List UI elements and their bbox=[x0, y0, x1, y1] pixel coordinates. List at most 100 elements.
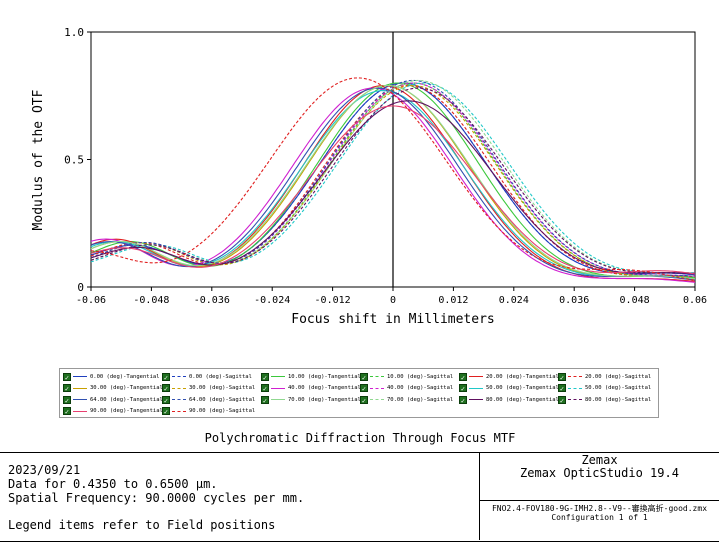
x-tick-label: 0 bbox=[390, 295, 396, 306]
legend-label: 50.00 (deg)-Tangential bbox=[486, 385, 559, 391]
legend-note: Legend items refer to Field positions bbox=[8, 518, 276, 532]
checkbox-icon[interactable]: ✓ bbox=[459, 395, 467, 405]
legend-swatch bbox=[370, 376, 384, 377]
checkbox-icon[interactable]: ✓ bbox=[162, 407, 170, 416]
info-divider bbox=[479, 500, 719, 501]
y-tick-label: 1.0 bbox=[64, 26, 84, 39]
legend-item[interactable]: ✓ 90.00 (deg)-Tangential bbox=[63, 406, 163, 417]
legend-item[interactable]: ✓ 30.00 (deg)-Sagittal bbox=[162, 383, 255, 394]
x-tick-label: -0.06 bbox=[76, 295, 106, 306]
lens-filename: FNO2.4-FOV180-9G-IMH2.8--V9--審換高折-good.z… bbox=[491, 504, 708, 513]
y-tick-label: 0 bbox=[77, 281, 84, 294]
checkbox-icon[interactable]: ✓ bbox=[558, 395, 566, 405]
checkbox-icon[interactable]: ✓ bbox=[162, 384, 170, 393]
legend-item[interactable]: ✓ 20.00 (deg)-Tangential bbox=[459, 371, 559, 382]
legend-label: 10.00 (deg)-Tangential bbox=[288, 373, 361, 380]
legend-label: 64.00 (deg)-Tangential bbox=[90, 396, 163, 403]
legend-item[interactable]: ✓ 30.00 (deg)-Tangential bbox=[63, 383, 163, 394]
legend-item[interactable]: ✓ 70.00 (deg)-Sagittal bbox=[360, 394, 453, 405]
legend-swatch bbox=[172, 387, 186, 389]
plot-title: Polychromatic Diffraction Through Focus … bbox=[204, 431, 516, 445]
x-axis-label: Focus shift in Millimeters bbox=[291, 312, 495, 327]
legend-label: 64.00 (deg)-Sagittal bbox=[189, 396, 256, 403]
checkbox-icon[interactable]: ✓ bbox=[261, 372, 269, 382]
legend-item[interactable]: ✓ 90.00 (deg)-Sagittal bbox=[162, 406, 255, 417]
mtf-curve bbox=[90, 82, 696, 279]
checkbox-icon[interactable]: ✓ bbox=[63, 407, 71, 416]
checkbox-icon[interactable]: ✓ bbox=[63, 395, 71, 405]
legend-item[interactable]: ✓ 40.00 (deg)-Sagittal bbox=[360, 383, 453, 394]
legend-swatch bbox=[370, 387, 384, 389]
checkbox-icon[interactable]: ✓ bbox=[261, 384, 269, 393]
legend-label: 90.00 (deg)-Tangential bbox=[90, 408, 163, 414]
x-tick-label: 0.06 bbox=[683, 295, 707, 306]
checkbox-icon[interactable]: ✓ bbox=[459, 372, 467, 382]
legend-item[interactable]: ✓ 20.00 (deg)-Sagittal bbox=[558, 371, 651, 382]
mtf-curve bbox=[90, 82, 696, 274]
legend-item[interactable]: ✓ 80.00 (deg)-Sagittal bbox=[558, 394, 651, 405]
y-tick-label: 0.5 bbox=[64, 154, 84, 167]
legend-swatch bbox=[172, 399, 186, 400]
checkbox-icon[interactable]: ✓ bbox=[360, 384, 368, 393]
checkbox-icon[interactable]: ✓ bbox=[63, 384, 71, 393]
mtf-curve bbox=[90, 84, 696, 280]
mtf-curve bbox=[90, 105, 696, 275]
y-axis-label: Modulus of the OTF bbox=[31, 89, 46, 230]
x-tick-label: -0.024 bbox=[254, 295, 290, 306]
x-tick-label: 0.036 bbox=[559, 295, 589, 306]
legend-swatch bbox=[73, 399, 87, 400]
legend-item[interactable]: ✓ 80.00 (deg)-Tangential bbox=[459, 394, 559, 405]
legend-label: 30.00 (deg)-Tangential bbox=[90, 385, 163, 391]
legend-item[interactable]: ✓ 50.00 (deg)-Sagittal bbox=[558, 383, 651, 394]
checkbox-icon[interactable]: ✓ bbox=[360, 395, 368, 405]
legend-item[interactable]: ✓ 70.00 (deg)-Tangential bbox=[261, 394, 361, 405]
legend-item[interactable]: ✓ 0.00 (deg)-Sagittal bbox=[162, 371, 252, 382]
legend-item[interactable]: ✓ 40.00 (deg)-Tangential bbox=[261, 383, 361, 394]
legend-item[interactable]: ✓ 64.00 (deg)-Sagittal bbox=[162, 394, 255, 405]
legend-swatch bbox=[73, 376, 87, 377]
configuration-label: Configuration 1 of 1 bbox=[551, 513, 648, 522]
legend-label: 20.00 (deg)-Sagittal bbox=[585, 373, 652, 380]
checkbox-icon[interactable]: ✓ bbox=[261, 395, 269, 405]
legend-label: 20.00 (deg)-Tangential bbox=[486, 373, 559, 380]
company-name: Zemax bbox=[581, 453, 618, 467]
checkbox-icon[interactable]: ✓ bbox=[162, 372, 170, 382]
legend-item[interactable]: ✓ 0.00 (deg)-Tangential bbox=[63, 371, 160, 382]
checkbox-icon[interactable]: ✓ bbox=[558, 384, 566, 393]
x-tick-label: -0.012 bbox=[315, 295, 351, 306]
legend-label: 0.00 (deg)-Sagittal bbox=[189, 373, 252, 380]
legend-label: 10.00 (deg)-Sagittal bbox=[387, 373, 454, 380]
legend-swatch bbox=[568, 387, 582, 389]
checkbox-icon[interactable]: ✓ bbox=[162, 395, 170, 405]
legend-label: 40.00 (deg)-Sagittal bbox=[387, 385, 454, 391]
x-tick-label: 0.024 bbox=[499, 295, 529, 306]
legend-swatch bbox=[568, 376, 582, 377]
checkbox-icon[interactable]: ✓ bbox=[558, 372, 566, 382]
legend-label: 90.00 (deg)-Sagittal bbox=[189, 408, 256, 414]
checkbox-icon[interactable]: ✓ bbox=[459, 384, 467, 393]
legend-item[interactable]: ✓ 64.00 (deg)-Tangential bbox=[63, 394, 163, 405]
analysis-date: 2023/09/21 bbox=[8, 463, 81, 477]
checkbox-icon[interactable]: ✓ bbox=[360, 372, 368, 382]
mtf-curve bbox=[90, 100, 696, 275]
checkbox-icon[interactable]: ✓ bbox=[63, 372, 71, 382]
legend-item[interactable]: ✓ 50.00 (deg)-Tangential bbox=[459, 383, 559, 394]
legend-label: 50.00 (deg)-Sagittal bbox=[585, 385, 652, 391]
legend-item[interactable]: ✓ 10.00 (deg)-Sagittal bbox=[360, 371, 453, 382]
x-tick-label: 0.012 bbox=[438, 295, 468, 306]
spatial-frequency: Spatial Frequency: 90.0000 cycles per mm… bbox=[8, 491, 305, 505]
mtf-chart: -0.06 -0.048 -0.036 -0.024 -0.012 0 0.012 0.024… bbox=[31, 26, 707, 327]
legend-item[interactable]: ✓ 10.00 (deg)-Tangential bbox=[261, 371, 361, 382]
legend-swatch bbox=[568, 399, 582, 400]
x-tick-label: -0.048 bbox=[133, 295, 169, 306]
legend-swatch bbox=[370, 399, 384, 400]
legend: ✓ 0.00 (deg)-Tangential ✓ 0.00 (deg)-Sagitt… bbox=[59, 368, 659, 418]
legend-label: 40.00 (deg)-Tangential bbox=[288, 385, 361, 391]
legend-swatch bbox=[73, 410, 87, 412]
mtf-curve bbox=[90, 79, 696, 277]
legend-label: 70.00 (deg)-Tangential bbox=[288, 396, 361, 403]
info-divider bbox=[479, 452, 480, 540]
mtf-curve bbox=[90, 79, 696, 274]
legend-label: 80.00 (deg)-Sagittal bbox=[585, 396, 652, 403]
legend-label: 70.00 (deg)-Sagittal bbox=[387, 396, 454, 403]
